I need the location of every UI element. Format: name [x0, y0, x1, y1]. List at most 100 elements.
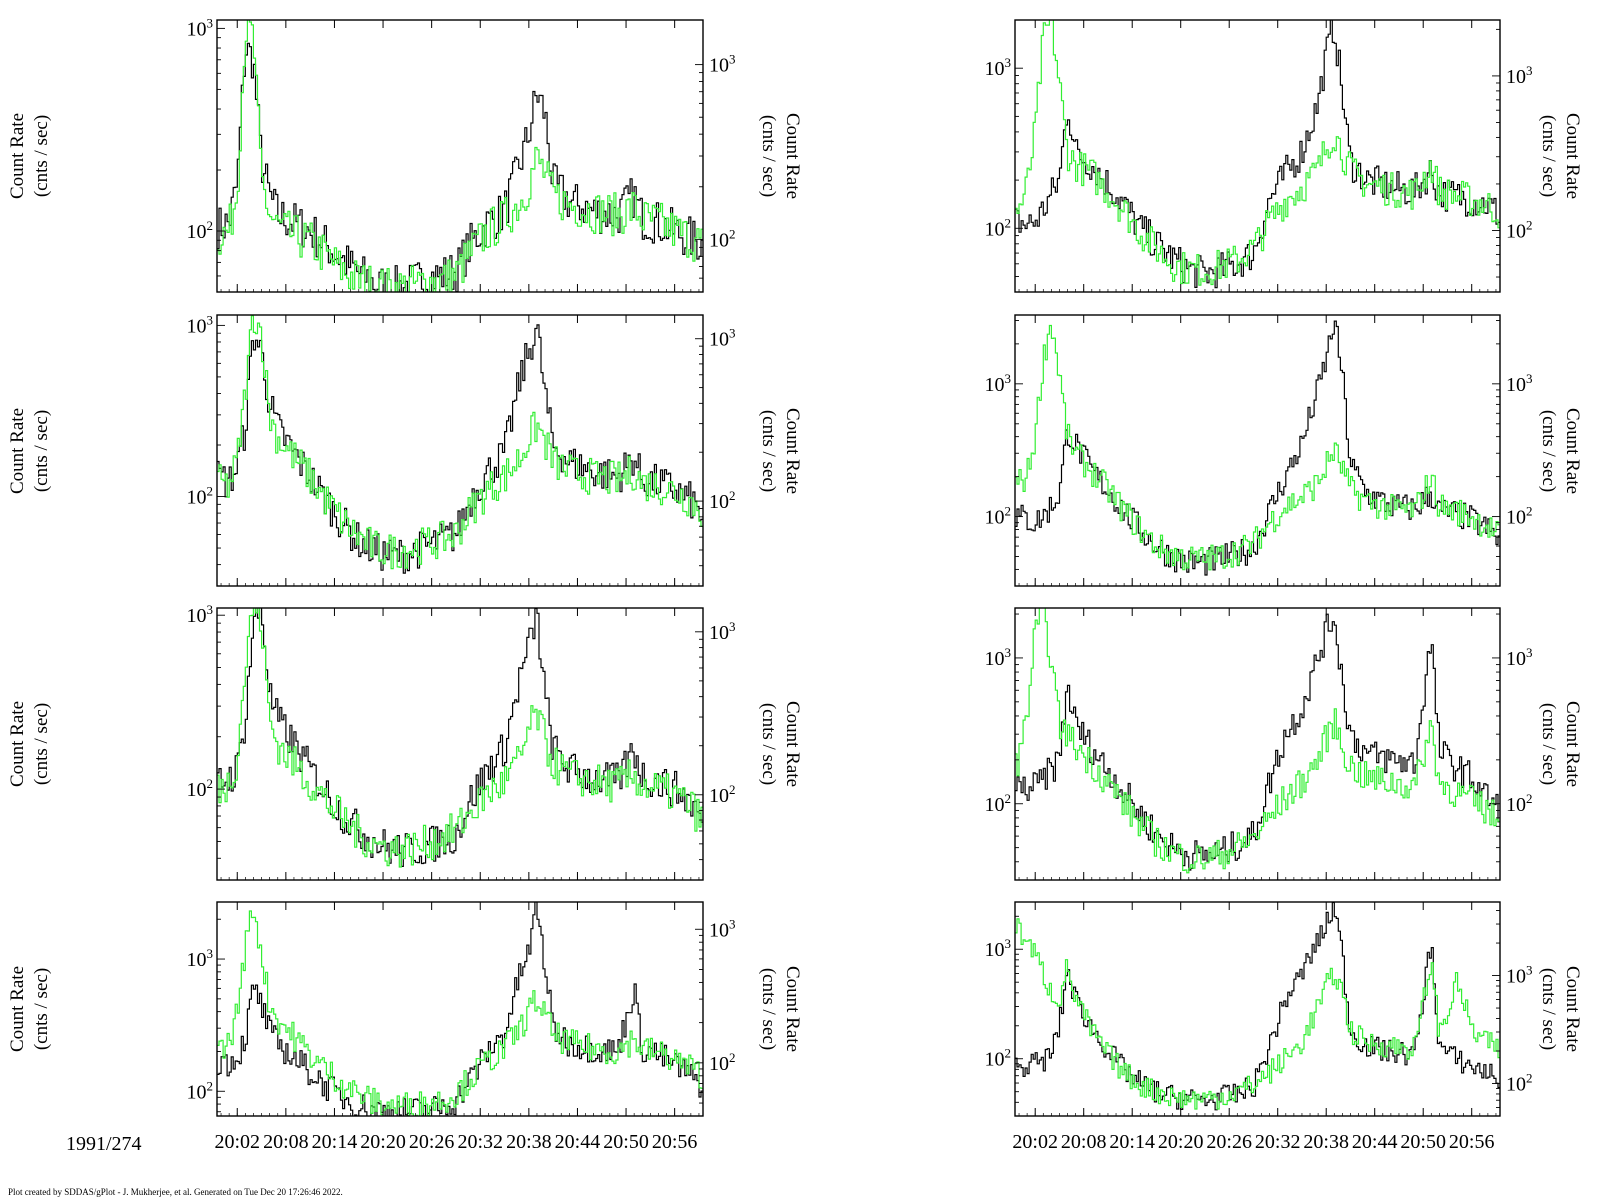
y-axis-label-right: Count Rate (cnts / sec)	[1536, 594, 1584, 894]
x-tick-label: 20:38	[506, 1131, 552, 1153]
y-tick-label-right: 102	[1506, 1071, 1533, 1096]
y-axis-label-line: Count Rate	[1562, 965, 1583, 1053]
series-black-r3c1	[217, 608, 703, 867]
x-tick-label: 20:02	[214, 1131, 260, 1153]
series-black-r1c2	[1015, 20, 1500, 289]
x-tick-label: 20:32	[457, 1131, 503, 1153]
y-axis-label-left: Count Rate (cnts / sec)	[6, 594, 54, 894]
y-axis-label-line: Count Rate	[782, 965, 803, 1053]
footer-credit: Plot created by SDDAS/gPlot - J. Mukherj…	[8, 1187, 343, 1197]
y-axis-label-left: Count Rate (cnts / sec)	[6, 301, 54, 601]
y-axis-label-line: Count Rate	[1562, 407, 1583, 494]
y-axis-label-line: (cnts / sec)	[1538, 702, 1559, 786]
y-tick-label-left: 103	[985, 936, 1012, 961]
x-tick-label: 20:14	[312, 1131, 358, 1153]
y-tick-label-left: 103	[187, 15, 214, 40]
panel-r1c2: 102 103 102 103	[985, 19, 1533, 293]
x-tick-label: 20:08	[263, 1131, 309, 1153]
y-tick-label-right: 102	[1506, 791, 1533, 816]
y-tick-label-right: 103	[1506, 371, 1533, 396]
date-label: 1991/274	[66, 1133, 142, 1155]
y-axis-label-right: Count Rate (cnts / sec)	[1536, 859, 1584, 1159]
y-axis-label-right: Count Rate (cnts / sec)	[756, 594, 804, 894]
y-axis-label-left: Count Rate (cnts / sec)	[6, 6, 54, 306]
y-tick-label-left: 102	[985, 504, 1012, 529]
x-tick-label: 20:02	[1012, 1131, 1058, 1153]
x-tick-label: 20:50	[1400, 1131, 1446, 1153]
y-tick-label-left: 102	[187, 776, 214, 801]
y-axis-label-right: Count Rate (cnts / sec)	[756, 6, 804, 306]
y-axis-label-right: Count Rate (cnts / sec)	[756, 859, 804, 1159]
y-tick-label-right: 103	[1506, 63, 1533, 88]
x-tick-label: 20:44	[1352, 1131, 1398, 1153]
x-tick-labels: 20:02 20:08 20:14 20:20 20:26 20:32 20:38 20:44…	[1012, 1131, 1494, 1153]
x-tick-label: 20:26	[1206, 1131, 1252, 1153]
y-tick-label-right: 102	[1506, 504, 1533, 529]
y-tick-label-right: 102	[709, 226, 736, 251]
y-axis-label-line: (cnts / sec)	[31, 702, 52, 786]
y-tick-label-left: 102	[985, 215, 1012, 240]
x-tick-label: 20:50	[603, 1131, 649, 1153]
y-tick-label-left: 102	[187, 218, 214, 243]
x-tick-label: 20:32	[1255, 1131, 1301, 1153]
series-black-r2c1	[217, 324, 703, 574]
x-tick-label: 20:56	[1449, 1131, 1495, 1153]
panel-frame	[216, 607, 704, 881]
panel-r1c1: 102 103 102 103	[187, 15, 736, 293]
y-tick-label-right: 102	[1506, 217, 1533, 242]
panel-frame	[1014, 19, 1501, 293]
panel-frame	[1014, 901, 1501, 1117]
y-tick-label-left: 103	[187, 312, 214, 337]
panel-r3c1: 102 103 102 103	[187, 602, 736, 881]
y-axis-label-line: Count Rate	[7, 965, 28, 1053]
y-axis-label-line: Count Rate	[782, 407, 803, 494]
y-axis-label-line: (cnts / sec)	[1538, 114, 1559, 198]
y-axis-label-line: (cnts / sec)	[758, 114, 779, 198]
y-axis-label-line: (cnts / sec)	[758, 967, 779, 1051]
x-tick-label: 20:56	[652, 1131, 698, 1153]
y-axis-label-line: (cnts / sec)	[31, 114, 52, 198]
y-axis-label-left: Count Rate (cnts / sec)	[6, 859, 54, 1159]
y-tick-label-right: 102	[709, 488, 736, 513]
x-tick-label: 20:44	[555, 1131, 601, 1153]
series-green-r1c1	[217, 20, 703, 292]
y-axis-label-line: Count Rate	[782, 700, 803, 788]
series-black-r4c1	[217, 902, 703, 1116]
panel-r2c2: 102 103 102 103	[985, 314, 1533, 587]
x-tick-label: 20:20	[360, 1131, 406, 1153]
y-tick-label-left: 102	[985, 1046, 1012, 1071]
y-tick-label-left: 102	[187, 484, 214, 509]
y-tick-label-left: 103	[985, 55, 1012, 80]
x-tick-label: 20:38	[1303, 1131, 1349, 1153]
y-axis-label-line: (cnts / sec)	[1538, 409, 1559, 492]
y-axis-label-line: Count Rate	[782, 112, 803, 200]
y-tick-label-left: 103	[985, 645, 1012, 670]
series-green-r3c2	[1015, 608, 1500, 874]
series-green-r2c2	[1015, 324, 1500, 571]
series-green-r4c1	[217, 910, 703, 1116]
y-tick-label-right: 102	[709, 1050, 736, 1075]
x-tick-label: 20:26	[409, 1131, 455, 1153]
series-green-r3c1	[217, 608, 703, 868]
x-tick-label: 20:08	[1061, 1131, 1107, 1153]
panel-frame	[216, 901, 704, 1117]
y-tick-label-right: 103	[709, 619, 736, 644]
y-axis-label-right: Count Rate (cnts / sec)	[1536, 6, 1584, 306]
y-axis-label-line: (cnts / sec)	[1538, 967, 1559, 1051]
y-axis-label-line: (cnts / sec)	[31, 409, 52, 492]
y-axis-label-line: (cnts / sec)	[31, 967, 52, 1051]
panel-r2c1: 102 103 102 103	[187, 312, 736, 587]
y-tick-label-right: 103	[1506, 963, 1533, 988]
panel-r4c2: 102 103 102 103 20:02 20:08 20:14 20:20 20:26 20:…	[985, 901, 1533, 1153]
y-tick-label-left: 102	[985, 791, 1012, 816]
y-axis-label-line: Count Rate	[1562, 112, 1583, 200]
y-tick-label-right: 103	[709, 326, 736, 351]
series-green-r4c2	[1015, 918, 1500, 1110]
panel-r3c2: 102 103 102 103	[985, 607, 1533, 881]
panel-frame	[216, 314, 704, 587]
x-tick-labels: 20:02 20:08 20:14 20:20 20:26 20:32 20:38 20:44…	[214, 1131, 697, 1153]
y-axis-label-line: (cnts / sec)	[758, 409, 779, 492]
x-tick-label: 20:20	[1158, 1131, 1204, 1153]
